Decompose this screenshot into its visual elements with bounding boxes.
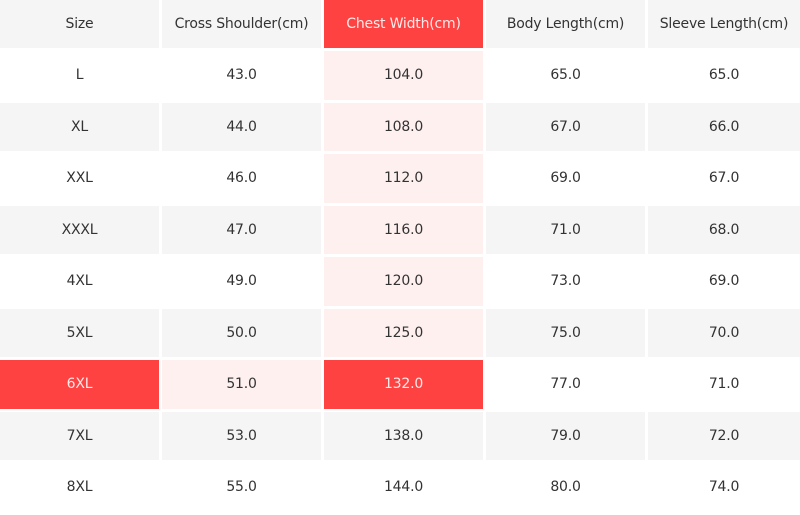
cell-chest-width: 144.0 xyxy=(324,463,486,515)
cell-sleeve-length: 72.0 xyxy=(648,411,800,463)
cell-body-length: 80.0 xyxy=(486,463,648,515)
cell-chest-width: 120.0 xyxy=(324,257,486,309)
cell-size: 5XL xyxy=(0,308,162,360)
cell-size: 4XL xyxy=(0,257,162,309)
cell-sleeve-length: 71.0 xyxy=(648,360,800,412)
cell-cross-shoulder: 55.0 xyxy=(162,463,324,515)
cell-body-length: 75.0 xyxy=(486,308,648,360)
cell-sleeve-length: 66.0 xyxy=(648,102,800,154)
cell-chest-width: 125.0 xyxy=(324,308,486,360)
cell-cross-shoulder: 53.0 xyxy=(162,411,324,463)
cell-sleeve-length: 69.0 xyxy=(648,257,800,309)
cell-body-length: 71.0 xyxy=(486,205,648,257)
cell-sleeve-length: 67.0 xyxy=(648,154,800,206)
cell-sleeve-length: 74.0 xyxy=(648,463,800,515)
cell-cross-shoulder: 47.0 xyxy=(162,205,324,257)
header-sleeve-length: Sleeve Length(cm) xyxy=(648,0,800,51)
cell-body-length: 65.0 xyxy=(486,51,648,103)
cell-sleeve-length: 70.0 xyxy=(648,308,800,360)
header-chest-width: Chest Width(cm) xyxy=(324,0,486,51)
cell-chest-width: 116.0 xyxy=(324,205,486,257)
cell-cross-shoulder: 46.0 xyxy=(162,154,324,206)
cell-sleeve-length: 68.0 xyxy=(648,205,800,257)
cell-cross-shoulder: 51.0 xyxy=(162,360,324,412)
cell-sleeve-length: 65.0 xyxy=(648,51,800,103)
cell-size: XL xyxy=(0,102,162,154)
cell-size: XXXL xyxy=(0,205,162,257)
cell-cross-shoulder: 43.0 xyxy=(162,51,324,103)
cell-size-highlighted: 6XL xyxy=(0,360,162,412)
cell-chest-width: 112.0 xyxy=(324,154,486,206)
cell-body-length: 77.0 xyxy=(486,360,648,412)
cell-cross-shoulder: 50.0 xyxy=(162,308,324,360)
header-cross-shoulder: Cross Shoulder(cm) xyxy=(162,0,324,51)
cell-chest-width: 108.0 xyxy=(324,102,486,154)
cell-size: XXL xyxy=(0,154,162,206)
cell-cross-shoulder: 44.0 xyxy=(162,102,324,154)
cell-size: 7XL xyxy=(0,411,162,463)
header-size: Size xyxy=(0,0,162,51)
cell-size: 8XL xyxy=(0,463,162,515)
cell-body-length: 69.0 xyxy=(486,154,648,206)
cell-body-length: 79.0 xyxy=(486,411,648,463)
cell-size: L xyxy=(0,51,162,103)
cell-cross-shoulder: 49.0 xyxy=(162,257,324,309)
cell-body-length: 73.0 xyxy=(486,257,648,309)
cell-chest-width: 104.0 xyxy=(324,51,486,103)
cell-body-length: 67.0 xyxy=(486,102,648,154)
cell-chest-width-highlighted: 132.0 xyxy=(324,360,486,412)
cell-chest-width: 138.0 xyxy=(324,411,486,463)
header-body-length: Body Length(cm) xyxy=(486,0,648,51)
